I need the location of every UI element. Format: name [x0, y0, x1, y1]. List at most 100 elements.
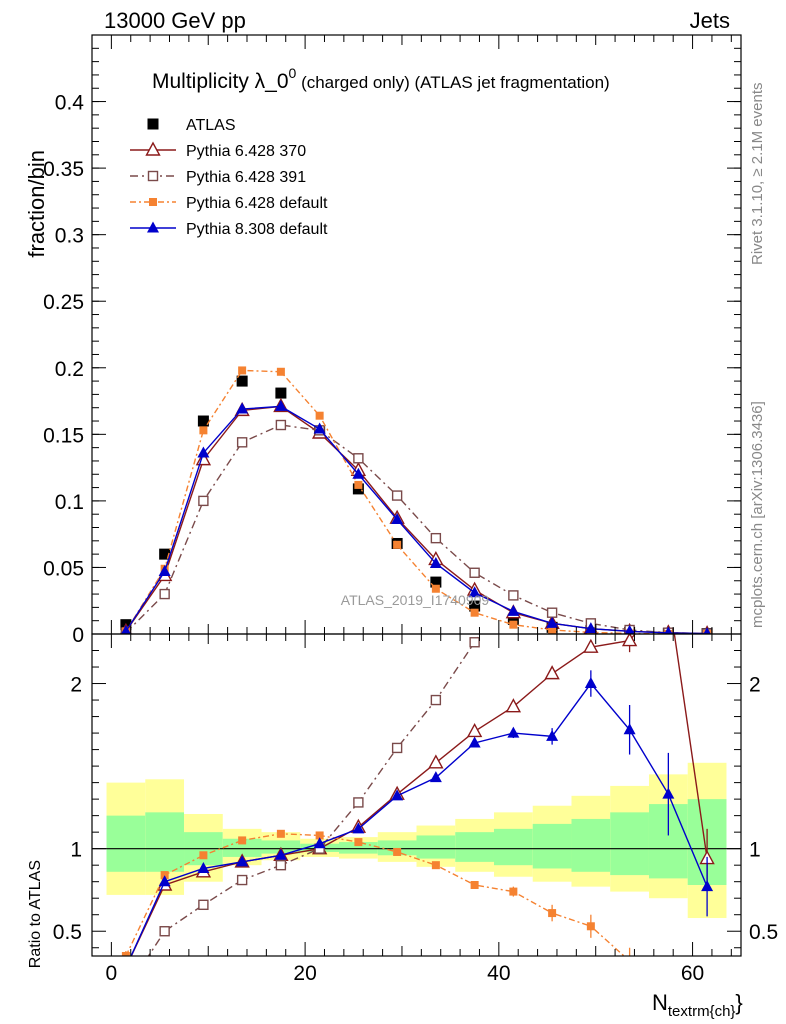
- title-suffix: (charged only) (ATLAS jet fragmentation): [296, 73, 609, 92]
- main-point: [430, 576, 442, 588]
- legend: ATLAS Pythia 6.428 370 Pythia 6.428 391 Pyt…: [130, 117, 328, 238]
- main-ytick-label: 0.2: [55, 358, 84, 381]
- plot-title: Multiplicity λ_00 (charged only) (ATLAS …: [152, 65, 610, 93]
- main-point: [354, 480, 363, 489]
- main-point: [315, 411, 324, 420]
- ratio-point: [121, 952, 130, 956]
- ratio-point: [197, 861, 210, 873]
- ratio-point: [276, 829, 285, 838]
- ratio-point: [703, 415, 712, 424]
- title-superscript: 0: [289, 65, 297, 81]
- main-point: [703, 627, 711, 634]
- legend-marker: [147, 221, 159, 233]
- main-point: [238, 366, 247, 375]
- ratio-point: [466, 722, 483, 738]
- ratio-point: [548, 909, 557, 918]
- uncertainty-band-inner: [493, 828, 533, 866]
- xlabel-subscript: textrm{ch}: [668, 1003, 736, 1020]
- ratio-point: [548, 514, 557, 523]
- uncertainty-band-inner: [106, 815, 146, 872]
- uncertainty-band-inner: [610, 812, 649, 876]
- ratio-point: [121, 986, 130, 995]
- ratio-line-2: [125, 833, 626, 956]
- ratio-point: [621, 634, 638, 647]
- main-point: [274, 399, 287, 411]
- main-point: [391, 490, 403, 501]
- main-point: [470, 608, 479, 617]
- main-ytick-label: 0.15: [43, 424, 84, 447]
- main-ytick-label: 0.25: [43, 291, 84, 314]
- ratio-point: [586, 464, 595, 473]
- x-tick-label: 60: [681, 962, 704, 985]
- ratio-ytick-label-right: 2: [749, 674, 761, 697]
- main-point: [469, 600, 481, 612]
- main-ytick-label: 0.3: [55, 225, 84, 248]
- ratio-series-3: [130, 670, 714, 956]
- ratio-point: [236, 855, 249, 867]
- ratio-line-3: [130, 682, 708, 956]
- uncertainty-band-inner: [377, 840, 417, 856]
- main-point: [584, 622, 597, 634]
- ratio-ytick-label-left: 0.5: [53, 921, 82, 944]
- ratio-line-1: [147, 634, 481, 956]
- ratio-line-0: [130, 634, 708, 956]
- legend-entry-3: Pythia 6.428 default: [130, 195, 328, 212]
- ratio-point: [391, 742, 403, 754]
- main-point: [158, 564, 171, 576]
- ratio-point: [391, 789, 404, 801]
- legend-marker: [145, 141, 161, 156]
- ratio-point: [583, 638, 599, 653]
- ratio-point: [623, 723, 636, 735]
- main-point: [468, 586, 481, 598]
- main-point: [508, 590, 519, 601]
- main-point: [159, 548, 171, 560]
- header-left: 13000 GeV pp: [104, 8, 246, 33]
- ratio-point: [352, 822, 365, 834]
- main-point: [236, 375, 248, 387]
- ratio-point: [664, 415, 673, 424]
- ratio-point: [509, 580, 518, 589]
- ratio-point: [429, 771, 442, 783]
- main-point: [197, 415, 209, 427]
- ratio-point: [509, 887, 518, 896]
- legend-entry-2: Pythia 6.428 391: [130, 169, 306, 186]
- title-main: Multiplicity λ_0: [152, 70, 289, 93]
- main-ylabel: fraction/bin: [24, 150, 49, 258]
- main-point: [664, 626, 673, 634]
- ratio-point: [315, 831, 324, 840]
- ratio-point: [469, 637, 480, 648]
- ratio-ytick-label-left: 1: [70, 839, 82, 862]
- uncertainty-band-inner: [455, 832, 494, 862]
- legend-marker: [149, 198, 157, 206]
- main-point: [546, 607, 558, 618]
- ratio-point: [546, 729, 559, 741]
- uncertainty-band-inner: [571, 818, 611, 872]
- main-point: [197, 446, 210, 458]
- main-point: [352, 467, 365, 479]
- ratio-ytick-label-right: 1: [749, 839, 761, 862]
- main-point: [120, 624, 131, 634]
- side-label-top: Rivet 3.1.10, ≥ 2.1M events: [749, 83, 766, 266]
- main-point: [236, 402, 249, 414]
- main-point: [546, 616, 559, 628]
- ratio-point: [236, 874, 248, 886]
- ratio-point: [198, 899, 209, 911]
- watermark: ATLAS_2019_I1740909: [341, 592, 490, 608]
- legend-entry-1: Pythia 6.428 370: [130, 141, 306, 160]
- main-plot: 0 0.05 0.1 0.15 0.2 0.25 0.3 0.35 0.4: [43, 34, 742, 647]
- ratio-point: [505, 698, 522, 713]
- ratio-point: [470, 880, 479, 889]
- ratio-point: [662, 586, 675, 598]
- ratio-point: [431, 861, 440, 870]
- main-line-3: [125, 369, 708, 634]
- side-label-bottom: mcplots.cern.ch [arXiv:1306.3436]: [749, 401, 766, 628]
- main-point: [507, 613, 519, 625]
- ratio-frame: [91, 633, 742, 957]
- ratio-point: [313, 837, 326, 849]
- xlabel-main: N: [652, 990, 668, 1015]
- uncertainty-band-inner: [416, 835, 456, 859]
- ratio-point: [275, 859, 287, 871]
- ratio-point: [119, 961, 132, 973]
- uncertainty-band-inner: [532, 823, 572, 869]
- ratio-point: [428, 754, 444, 769]
